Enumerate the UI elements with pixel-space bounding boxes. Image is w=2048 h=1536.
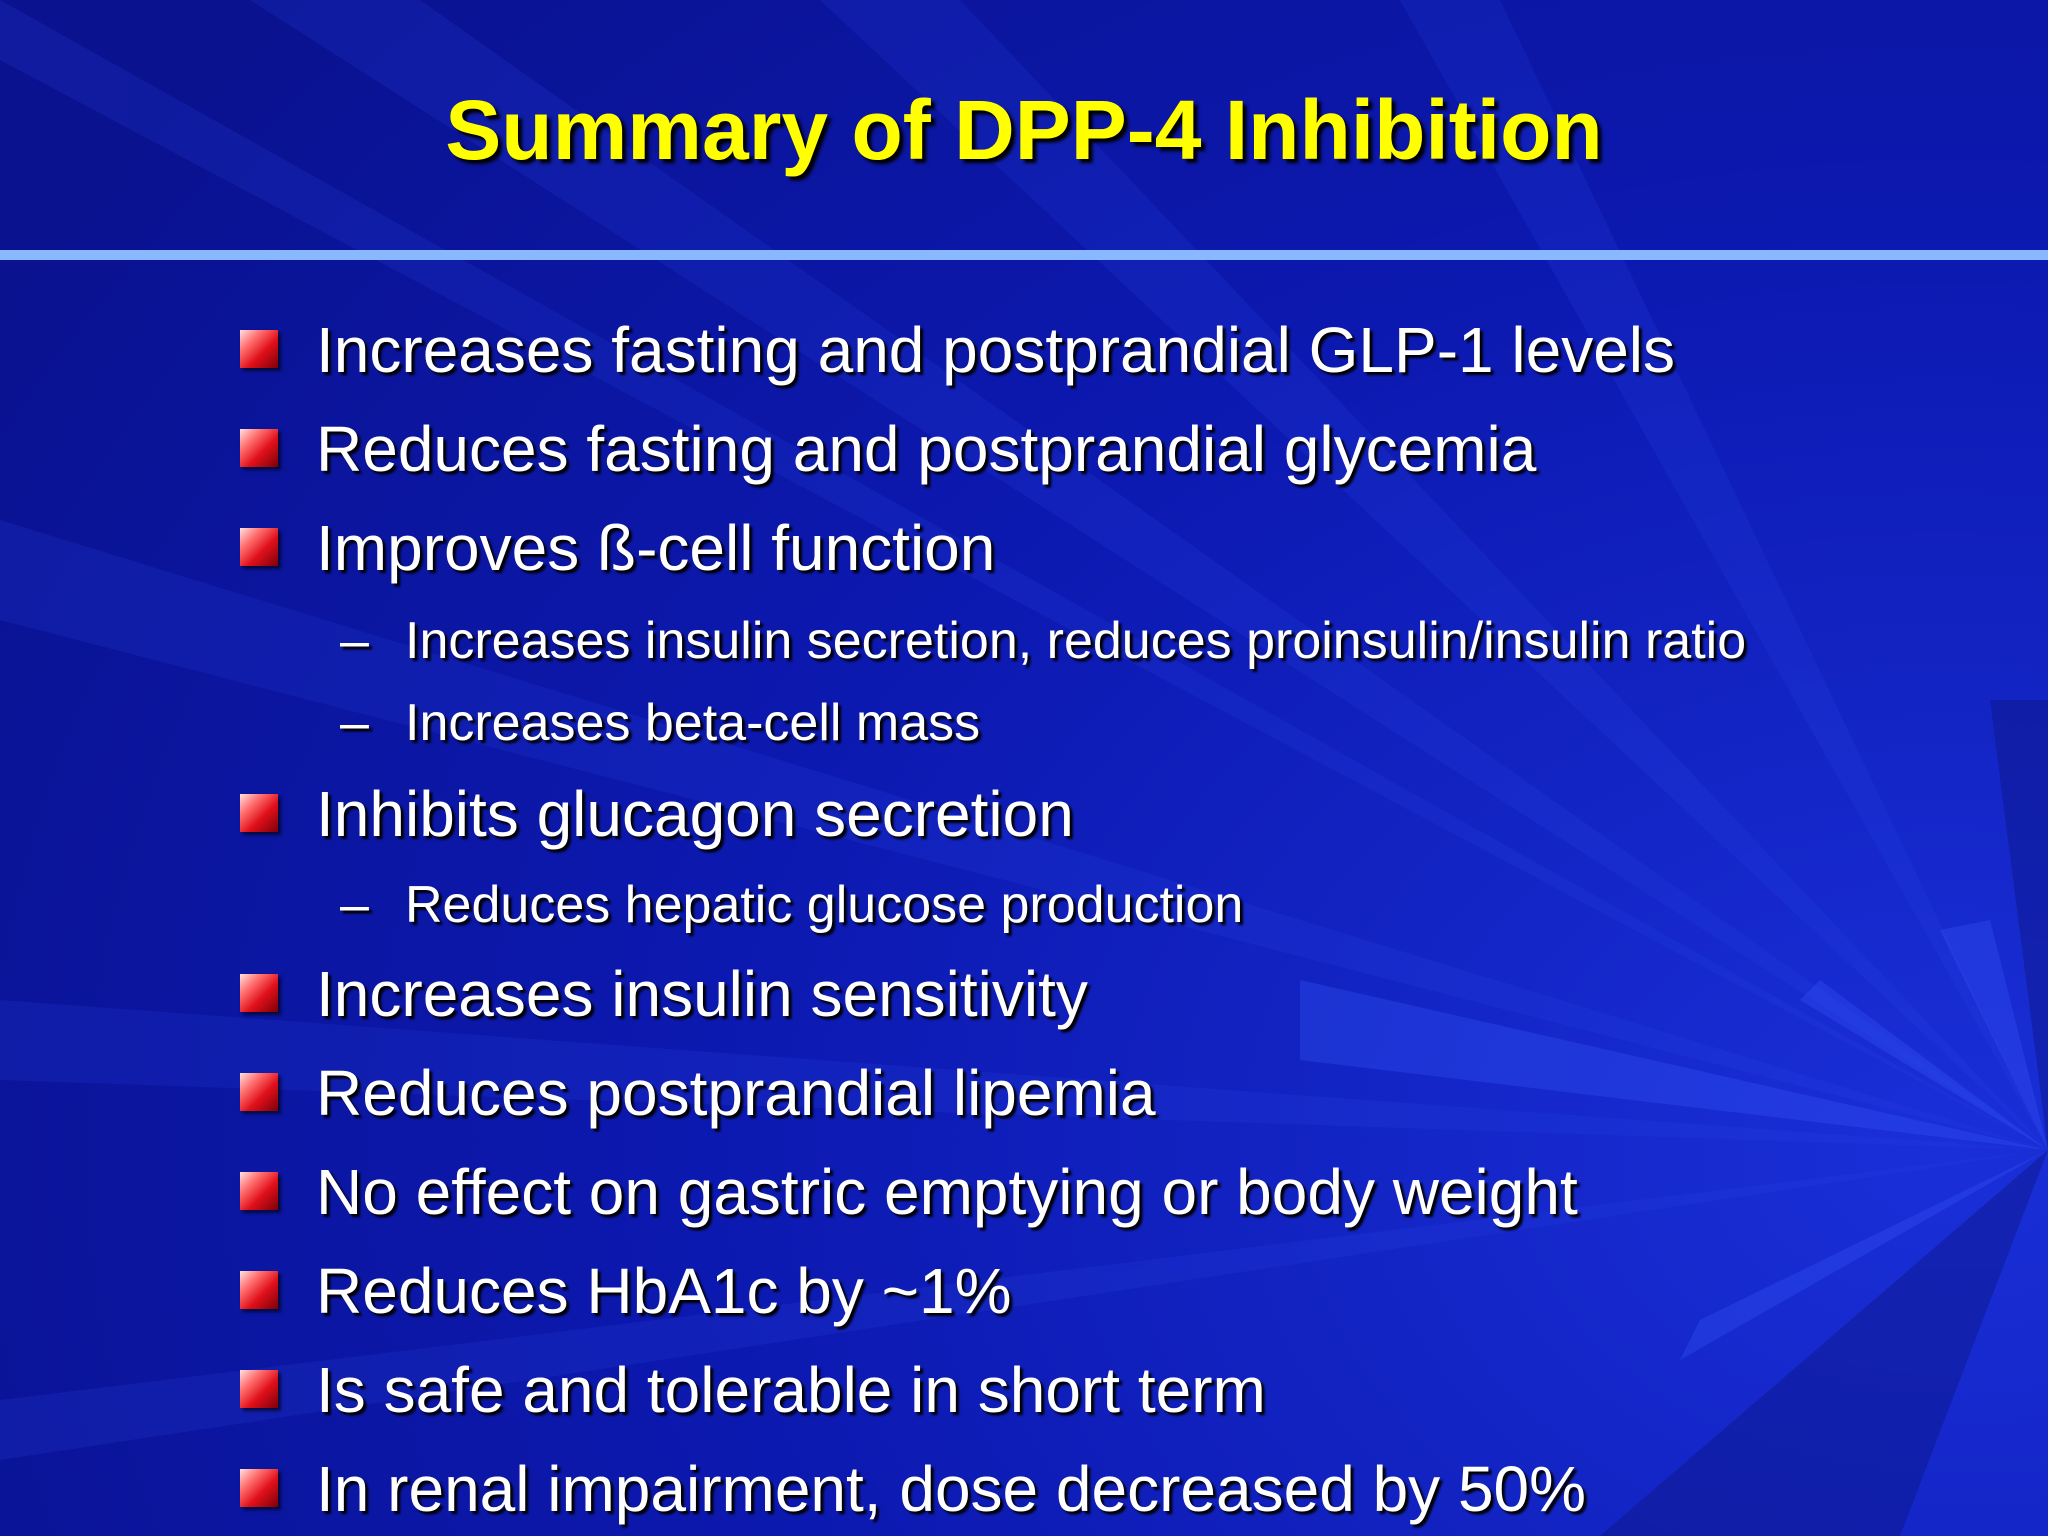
bullet-marker bbox=[240, 974, 278, 1012]
bullet-marker bbox=[240, 528, 278, 566]
bullet-item: Reduces HbA1c by ~1% bbox=[316, 1255, 1012, 1327]
bullet-item: Increases insulin sensitivity bbox=[316, 958, 1088, 1030]
sub-bullet-marker: – bbox=[340, 876, 369, 934]
bullet-item: No effect on gastric emptying or body we… bbox=[316, 1156, 1578, 1228]
bullet-item: Increases fasting and postprandial GLP-1… bbox=[316, 314, 1675, 386]
bullet-marker bbox=[240, 1172, 278, 1210]
bullet-marker bbox=[240, 1271, 278, 1309]
bullet-marker bbox=[240, 429, 278, 467]
bullet-item: Reduces fasting and postprandial glycemi… bbox=[316, 413, 1537, 485]
bullet-item: Inhibits glucagon secretion bbox=[316, 778, 1074, 850]
bullet-item: Reduces postprandial lipemia bbox=[316, 1057, 1156, 1129]
sub-bullet-item: Increases beta-cell mass bbox=[405, 694, 981, 752]
bullet-marker bbox=[240, 1469, 278, 1507]
bullet-marker bbox=[240, 794, 278, 832]
bullet-item: In renal impairment, dose decreased by 5… bbox=[316, 1453, 1587, 1525]
bullet-item: Improves ß-cell function bbox=[316, 512, 996, 584]
bullet-item: Is safe and tolerable in short term bbox=[316, 1354, 1266, 1426]
sub-bullet-marker: – bbox=[340, 694, 369, 752]
bullet-marker bbox=[240, 330, 278, 368]
bullet-marker bbox=[240, 1073, 278, 1111]
sub-bullet-item: Reduces hepatic glucose production bbox=[405, 876, 1244, 934]
bullet-marker bbox=[240, 1370, 278, 1408]
sub-bullet-marker: – bbox=[340, 612, 369, 670]
slide-title: Summary of DPP-4 Inhibition bbox=[445, 83, 1603, 177]
sub-bullet-item: Increases insulin secretion, reduces pro… bbox=[405, 612, 1747, 670]
title-divider bbox=[0, 250, 2048, 260]
